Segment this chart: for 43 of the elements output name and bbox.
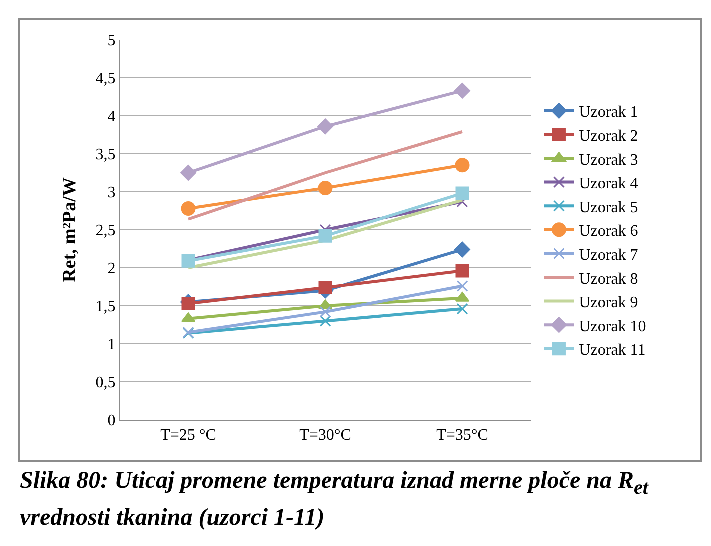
x-tick-label: T=30°C — [300, 427, 352, 444]
legend-label: Uzorak 8 — [579, 270, 638, 288]
point — [456, 186, 470, 200]
point — [320, 306, 332, 318]
legend-label: Uzorak 10 — [579, 318, 646, 336]
legend-label: Uzorak 11 — [579, 342, 646, 360]
legend-label: Uzorak 7 — [579, 246, 638, 264]
text: Slika 80: Uticaj promene temperatura iznad merne ploče na R$_{et}$ vrednosti tkanina (uzorci 1-11) — [20, 468, 648, 531]
y-tick-label: 4,5 — [96, 70, 116, 88]
y-tick-label: 2 — [108, 260, 116, 278]
x-tick-label: T=35°C — [436, 427, 488, 444]
x-tick-label: T=25 °C — [160, 427, 216, 444]
y-tick-label: 2,5 — [96, 222, 116, 240]
y-tick-label: 0 — [108, 412, 116, 430]
legend-label: Uzorak 1 — [579, 104, 638, 122]
legend-label: Uzorak 9 — [579, 294, 638, 312]
point — [320, 315, 332, 327]
y-axis-title: Ret, m²Pa/W — [60, 178, 81, 282]
point — [182, 296, 196, 310]
point — [318, 281, 332, 295]
y-tick-label: 3 — [108, 184, 116, 202]
point — [456, 280, 468, 292]
y-tick-label: 5 — [108, 32, 116, 50]
point — [454, 83, 470, 99]
legend-label: Uzorak 4 — [579, 176, 638, 193]
point — [181, 201, 196, 216]
point — [455, 158, 470, 173]
legend-label: Uzorak 3 — [579, 152, 638, 169]
y-tick-label: 0,5 — [96, 374, 116, 392]
point — [318, 180, 333, 196]
y-tick-label: 4 — [108, 108, 116, 126]
point — [456, 264, 470, 278]
y-tick-label: 3,5 — [96, 146, 116, 164]
point — [180, 165, 196, 181]
point — [456, 303, 468, 315]
y-tick-label: 1 — [108, 336, 116, 354]
y-tick-label: 1,5 — [96, 298, 116, 316]
legend-label: Uzorak 2 — [579, 128, 638, 145]
point — [454, 242, 470, 258]
legend-label: Uzorak 5 — [579, 199, 638, 216]
legend-label: Uzorak 6 — [579, 223, 638, 240]
point — [318, 229, 332, 243]
point — [318, 118, 334, 135]
